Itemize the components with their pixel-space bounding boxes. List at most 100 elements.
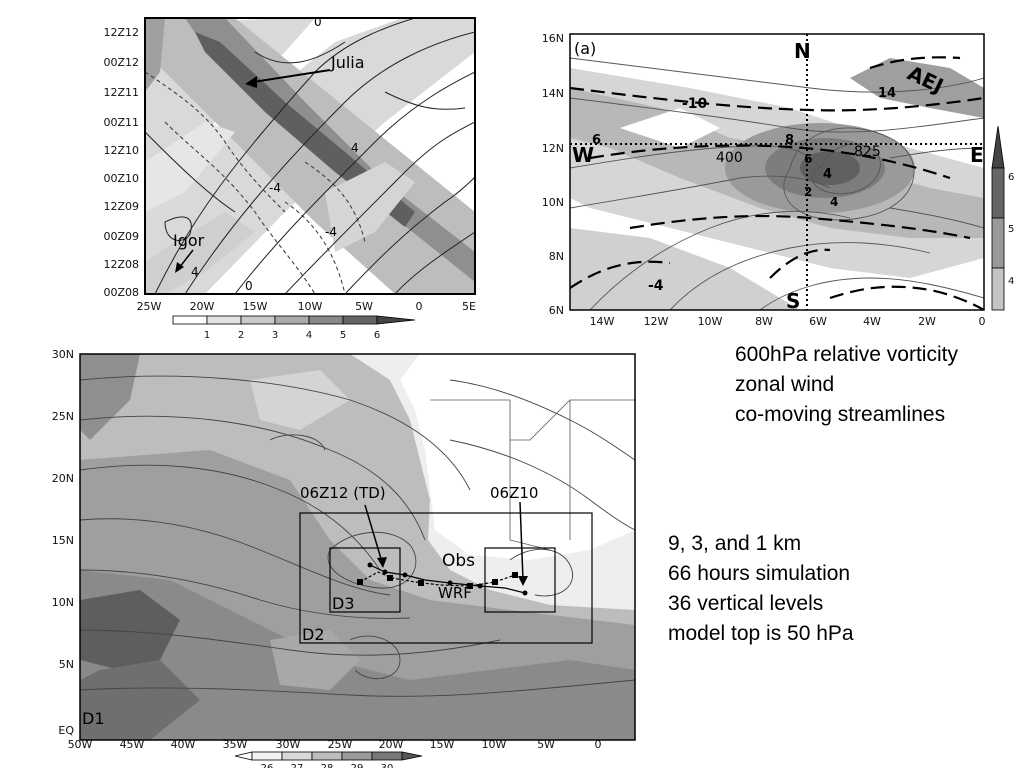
y-tick: 12Z12 <box>103 26 139 39</box>
sst-colorbar: 26 27 28 29 30 <box>234 751 423 768</box>
td-arrow <box>364 504 383 563</box>
caption-bottom: 9, 3, and 1 km 66 hours simulation 36 ve… <box>668 529 854 649</box>
y-tick: 6N <box>549 304 564 317</box>
y-tick: 12Z10 <box>103 144 139 157</box>
y-tick: 8N <box>549 250 564 263</box>
y-tick: 10N <box>52 596 74 609</box>
x-tick: 40W <box>171 738 196 751</box>
compass-s: S <box>786 289 800 313</box>
x-tick: 15W <box>243 300 268 313</box>
hovmoller-svg: Julia Igor 0 4 -4 -4 4 0 12Z12 00Z12 12Z… <box>103 15 476 341</box>
x-tick: 5W <box>537 738 555 751</box>
contour-label-neg4b: -4 <box>325 225 337 239</box>
colorbar-tick: 6 <box>1008 172 1014 183</box>
colorbar-tick: 1 <box>204 330 210 341</box>
x-tick: 10W <box>298 300 323 313</box>
y-tick: 20N <box>52 472 74 485</box>
vorticity-streamlines <box>570 57 984 310</box>
x-tick: 10W <box>482 738 507 751</box>
td-arrowhead <box>377 557 387 568</box>
x-tick: 50W <box>68 738 93 751</box>
x-tick: 4W <box>863 315 881 328</box>
hovmoller-x-ticks: 25W 20W 15W 10W 5W 0 5E <box>137 300 476 313</box>
colorbar-tick: 2 <box>238 330 244 341</box>
julia-arrow <box>252 69 331 83</box>
y-tick: 10N <box>542 196 564 209</box>
contour-label-4a: 4 <box>351 141 359 155</box>
y-tick: 25N <box>52 410 74 423</box>
contour-label-0b: 0 <box>245 279 253 293</box>
y-tick: 5N <box>59 658 74 671</box>
hovmoller-negative-contours <box>145 71 366 294</box>
hovmoller-panel: Julia Igor 0 4 -4 -4 4 0 12Z12 00Z12 12Z… <box>85 12 485 344</box>
x-tick: 5W <box>355 300 373 313</box>
x-tick: 10W <box>698 315 723 328</box>
x-tick: 2W <box>918 315 936 328</box>
storm-tracks <box>357 562 528 596</box>
caption-line: 66 hours simulation <box>668 562 851 585</box>
colorbar-tick: 30 <box>381 763 394 768</box>
d1-label: D1 <box>82 709 105 728</box>
colorbar-tick: 5 <box>1008 224 1014 235</box>
panel-label-a: (a) <box>574 39 596 58</box>
igor-arrowhead <box>175 262 184 273</box>
x-tick: 25W <box>137 300 162 313</box>
y-tick: 12Z11 <box>103 86 139 99</box>
x-tick: 0 <box>595 738 602 751</box>
igor-arrow <box>178 249 194 269</box>
y-tick: 14N <box>542 87 564 100</box>
y-tick: 00Z08 <box>103 286 139 299</box>
y-tick: 00Z09 <box>103 230 139 243</box>
hovmoller-y-ticks: 12Z12 00Z12 12Z11 00Z11 12Z10 00Z10 12Z0… <box>103 26 139 299</box>
y-tick: 30N <box>52 348 74 361</box>
vorticity-map-frame <box>569 33 985 311</box>
x-tick: 15W <box>430 738 455 751</box>
contour-label-4b: 4 <box>830 195 838 209</box>
domain-map-frame <box>79 353 636 741</box>
x-tick: 20W <box>190 300 215 313</box>
x-tick: 45W <box>120 738 145 751</box>
d3-label: D3 <box>332 594 355 613</box>
zonal-wind-contours <box>570 56 984 310</box>
z10-arrow <box>519 501 524 581</box>
z10-label: 06Z10 <box>490 484 538 502</box>
colorbar-tick: 4 <box>306 330 312 341</box>
y-tick: 00Z10 <box>103 172 139 185</box>
hovmoller-contours <box>145 18 475 294</box>
colorbar-tick: 28 <box>321 763 334 768</box>
colorbar-tick: 3 <box>272 330 278 341</box>
domain-map-panel: 06Z12 (TD) 06Z10 Obs WRF D3 D2 D1 30N 25… <box>30 340 640 768</box>
vorticity-y-ticks: 16N 14N 12N 10N 8N 6N <box>542 32 564 317</box>
caption-line: 600hPa relative vorticity <box>735 343 958 366</box>
x-tick: 12W <box>644 315 669 328</box>
vorticity-map-panel: (a) N S W E AEJ -10 14 6 8 6 4 2 4 -4 40… <box>530 28 1024 333</box>
hovmoller-colorbar: 1 2 3 4 5 6 <box>172 315 416 341</box>
colorbar-tick: 26 <box>261 763 274 768</box>
vortex-label-400: 400 <box>716 150 743 166</box>
y-tick: 15N <box>52 534 74 547</box>
x-tick: 5E <box>462 300 476 313</box>
y-tick: 00Z12 <box>103 56 139 69</box>
contour-label-6: 6 <box>592 133 601 148</box>
contour-label-neg10: -10 <box>682 96 708 112</box>
wrf-label: WRF <box>438 584 472 602</box>
domain-streamlines <box>80 375 635 697</box>
compass-e: E <box>970 143 984 167</box>
obs-label: Obs <box>442 551 475 571</box>
domain-d2-box <box>299 512 593 644</box>
contour-label-6b: 6 <box>804 152 812 166</box>
country-borders <box>430 399 635 551</box>
domain-map-svg: 06Z12 (TD) 06Z10 Obs WRF D3 D2 D1 30N 25… <box>52 348 636 768</box>
colorbar-tick: 5 <box>340 330 346 341</box>
x-tick: 20W <box>379 738 404 751</box>
contour-label-14: 14 <box>878 86 896 101</box>
caption-line: 9, 3, and 1 km <box>668 532 802 555</box>
colorbar-tick: 4 <box>1008 276 1014 287</box>
julia-arrowhead <box>245 76 257 88</box>
obs-track <box>369 564 526 594</box>
contour-label-2: 2 <box>804 185 812 199</box>
z10-arrowhead <box>518 576 528 586</box>
x-tick: 0 <box>416 300 423 313</box>
colorbar-tick: 27 <box>291 763 304 768</box>
compass-n: N <box>794 39 811 63</box>
